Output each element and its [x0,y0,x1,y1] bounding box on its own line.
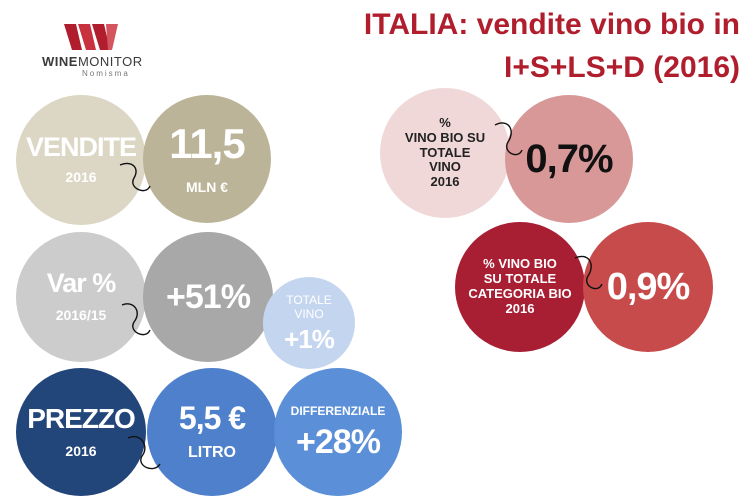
squiggle-variation [121,303,151,336]
bio-category-value-circle: 0,9% [583,222,713,352]
logo-mark-icon [64,24,118,50]
variation-period: 2016/15 [55,307,107,324]
bio-category-label-2: SU TOTALE [483,271,557,287]
sales-year: 2016 [65,169,97,186]
bio-category-label-3: CATEGORIA BIO [468,286,572,301]
price-label-circle: PREZZO 2016 [16,368,146,496]
squiggle-price [127,435,161,470]
bio-share-label-circle: % VINO BIO SU TOTALE VINO 2016 [380,88,510,218]
squiggle-bio-category [574,255,603,290]
price-year: 2016 [65,442,97,459]
price-value-circle: 5,5 € LITRO [147,368,277,496]
sales-value-circle: 11,5 MLN € [143,95,271,223]
squiggle-bio-share [494,122,523,156]
differential-value: +28% [296,422,381,461]
bio-share-pct: % [439,114,451,130]
price-value: 5,5 € [178,399,246,436]
price-unit: LITRO [188,443,236,461]
sales-value: 11,5 [169,119,245,167]
bio-share-label-3: VINO [429,159,461,175]
total-wine-circle: TOTALE VINO +1% [263,277,355,369]
variation-value: +51% [166,278,251,316]
title-line-1: ITALIA: vendite vino bio in [363,8,740,41]
squiggle-sales [119,162,151,192]
bio-category-label-1: % VINO BIO [483,256,557,272]
logo-wordmark: WINEMONITOR [42,54,143,69]
sales-label-circle: VENDITE 2016 [16,95,146,225]
sales-unit: MLN € [186,178,228,195]
differential-circle: DIFFERENZIALE +28% [274,368,402,496]
total-wine-value: +1% [284,323,335,354]
variation-label-circle: Var % 2016/15 [16,232,146,362]
bio-category-label-circle: % VINO BIO SU TOTALE CATEGORIA BIO 2016 [455,222,585,352]
bio-share-label-2: TOTALE [419,144,471,160]
bio-category-value: 0,9% [606,266,691,308]
price-label: PREZZO [27,402,136,434]
sales-label: VENDITE [25,132,137,163]
logo-brand-bold: WINE [42,54,78,69]
total-wine-label: TOTALE VINO [286,293,332,321]
variation-label: Var % [46,268,117,299]
variation-value-circle: +51% [143,232,273,362]
bio-share-label-1: VINO BIO SU [404,129,486,145]
bio-share-value: 0,7% [525,137,613,181]
bio-share-year: 2016 [430,174,460,190]
differential-label: DIFFERENZIALE [290,404,386,419]
logo-sub: Nomisma [82,69,130,78]
logo-brand-rest: MONITOR [77,54,143,69]
page-title: ITALIA: vendite vino bio in I+S+LS+D (20… [320,8,740,84]
title-line-2: I+S+LS+D (2016) [504,51,740,84]
bio-category-year: 2016 [505,300,535,316]
bio-share-value-circle: 0,7% [505,95,633,223]
logo: WINEMONITOR Nomisma [42,22,154,80]
